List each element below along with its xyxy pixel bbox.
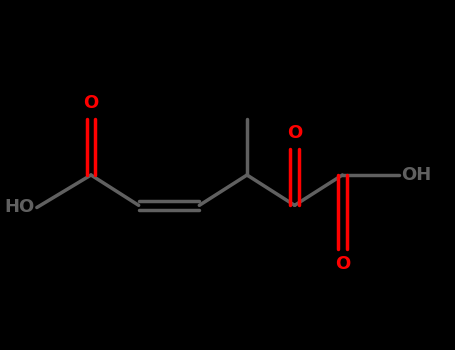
Text: OH: OH bbox=[401, 166, 431, 184]
Text: O: O bbox=[287, 125, 302, 142]
Text: O: O bbox=[83, 94, 99, 112]
Text: HO: HO bbox=[5, 198, 35, 217]
Text: O: O bbox=[335, 255, 350, 273]
